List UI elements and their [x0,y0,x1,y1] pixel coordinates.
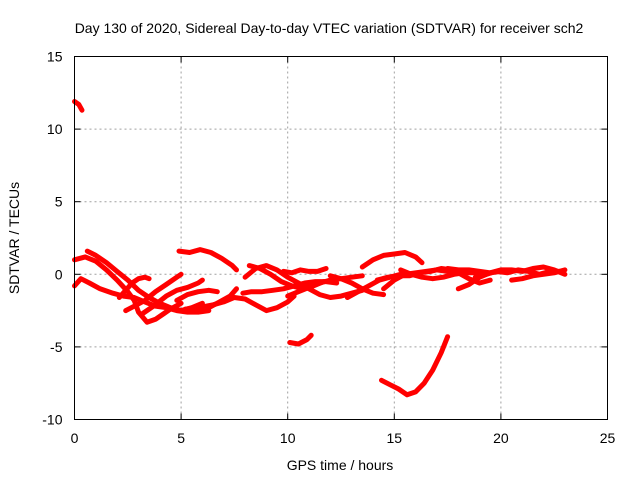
data-series-arc-28 [379,334,451,398]
x-tick-labels: 0 5 10 15 20 25 [71,430,616,446]
data-series-arc-13 [242,263,365,300]
x-tick-label: 5 [177,430,185,446]
data-series-arc-1 [72,99,85,113]
x-tick-label: 10 [280,430,296,446]
data-series-arc-11 [206,286,239,311]
y-tick-label: 15 [47,49,63,65]
y-tick-label: 0 [55,266,63,282]
x-tick-label: 15 [387,430,403,446]
x-tick-label: 0 [71,430,79,446]
data-series-arc-17 [327,273,387,298]
y-tick-labels: -10 -5 0 5 10 15 [42,49,62,428]
y-tick-label: 5 [55,194,63,210]
data-series-arc-7 [140,277,205,316]
data-series-arc-23 [445,264,568,277]
data-series-arc-26 [509,267,568,283]
axis-ticks [74,56,608,420]
data-series-arc-25 [455,268,504,292]
data-series-arc-16 [285,273,365,299]
y-axis-label: SDTVAR / TECUs [6,182,22,294]
plot-series [72,99,568,398]
data-series-arc-9 [176,247,239,273]
x-tick-label: 20 [493,430,509,446]
y-tick-label: -5 [50,339,63,355]
x-tick-label: 25 [600,430,616,446]
data-series-arc-2 [72,254,184,325]
y-tick-label: 10 [47,121,63,137]
data-series-arc-19 [359,250,425,270]
data-series-arc-5 [116,274,152,300]
grid [74,56,608,420]
data-series-arc-4 [72,276,212,315]
y-tick-label: -10 [42,412,62,428]
x-axis-label: GPS time / hours [287,457,394,473]
data-series-arc-27 [287,332,314,347]
plot-frame [74,56,608,420]
chart-title: Day 130 of 2020, Sidereal Day-to-day VTE… [75,20,584,36]
data-series-arc-15 [280,266,329,276]
data-series-arc-8 [174,287,220,303]
data-series-arc-6 [123,271,184,314]
